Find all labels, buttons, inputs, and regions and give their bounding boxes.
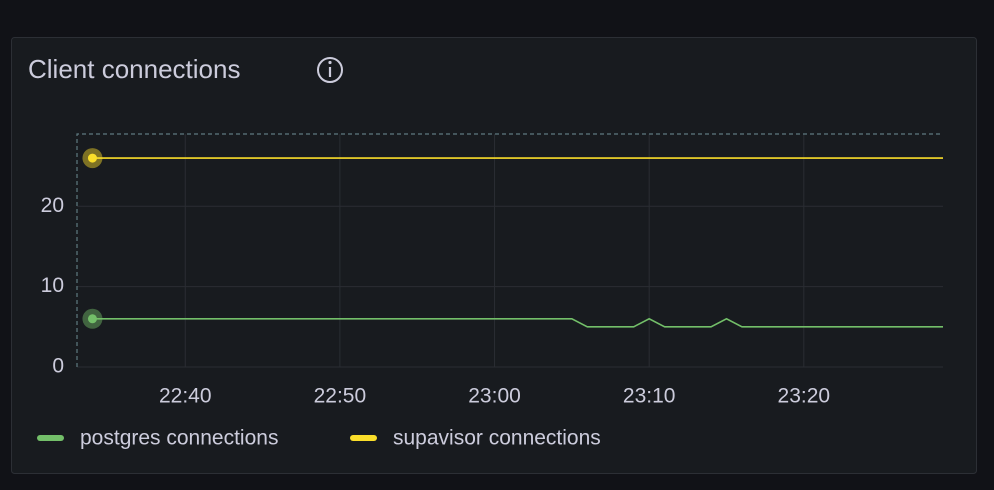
y-tick-label: 20 [41,194,64,217]
hover-point [87,153,97,163]
hover-point [87,314,97,324]
x-tick-label: 23:20 [778,385,831,408]
x-tick-label: 22:50 [314,385,367,408]
legend-swatch [350,435,377,441]
x-tick-label: 22:40 [159,385,212,408]
info-icon[interactable] [317,57,343,83]
legend-label[interactable]: postgres connections [80,427,278,450]
x-tick-label: 23:00 [468,385,521,408]
y-tick-label: 10 [41,274,64,297]
x-tick-label: 23:10 [623,385,676,408]
series-line [92,317,943,328]
panel-title: Client connections [28,54,240,84]
plot-frame [76,133,943,367]
legend-label[interactable]: supavisor connections [393,427,601,450]
y-tick-label: 0 [52,355,64,378]
panel [11,37,977,474]
legend-swatch [37,435,64,441]
